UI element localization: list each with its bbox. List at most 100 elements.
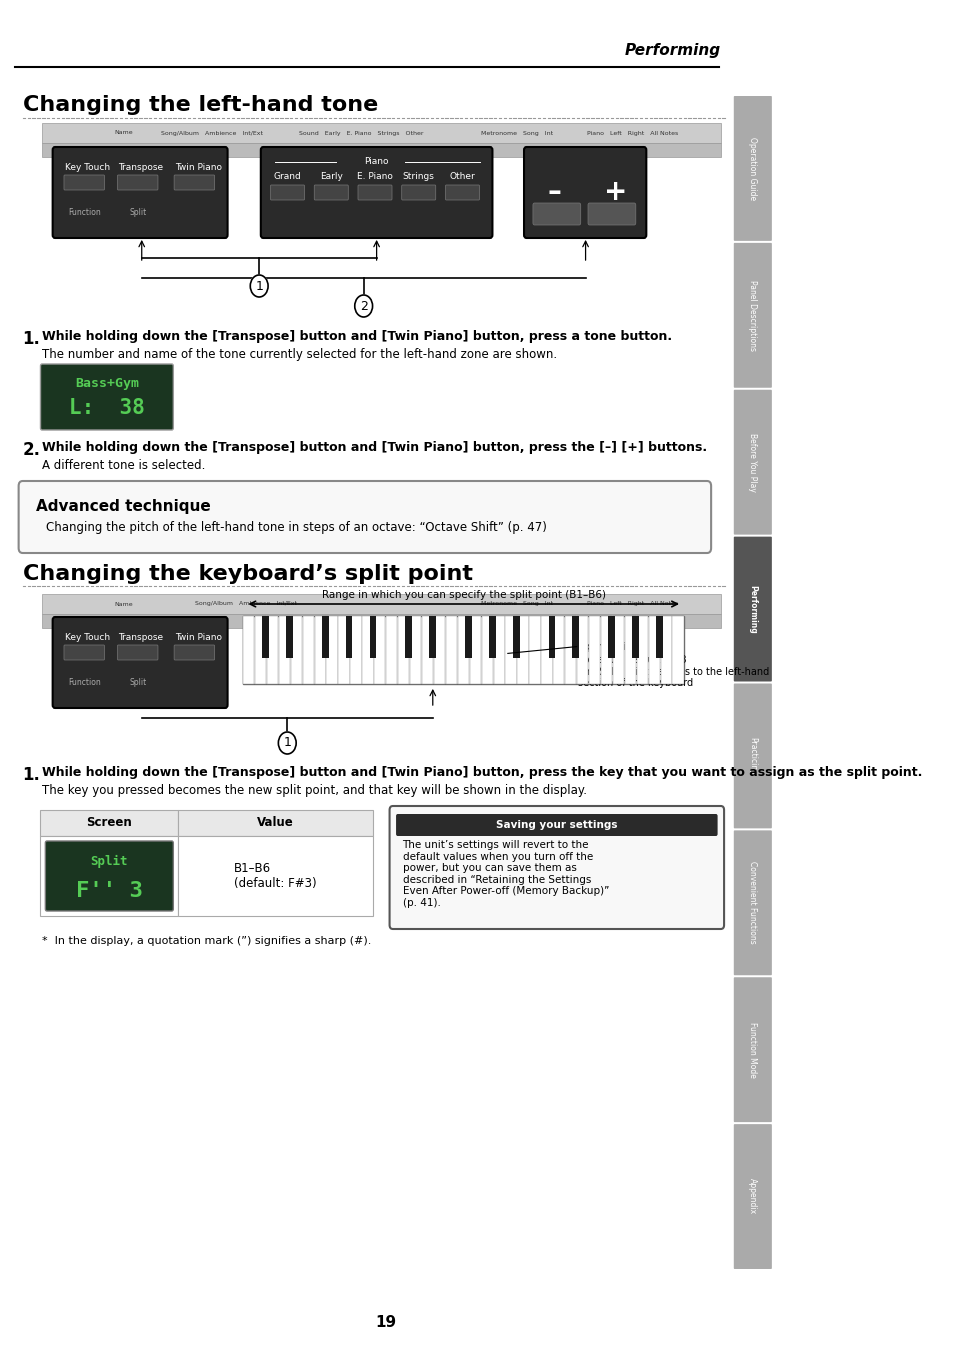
FancyBboxPatch shape bbox=[733, 96, 771, 240]
Bar bbox=[659, 616, 671, 684]
Bar bbox=[489, 616, 496, 659]
Text: –: – bbox=[547, 178, 561, 207]
Text: Range in which you can specify the split point (B1–B6): Range in which you can specify the split… bbox=[321, 590, 605, 599]
Bar bbox=[374, 616, 385, 684]
Bar bbox=[254, 616, 266, 684]
FancyBboxPatch shape bbox=[117, 176, 158, 190]
Bar bbox=[40, 836, 178, 917]
Text: The key you pressed becomes the new split point, and that key will be shown in t: The key you pressed becomes the new spli… bbox=[42, 784, 586, 796]
FancyBboxPatch shape bbox=[314, 185, 348, 200]
Bar bbox=[278, 616, 290, 684]
Text: Sound   Early   E. Piano   Strings   Other: Sound Early E. Piano Strings Other bbox=[298, 131, 423, 135]
Bar bbox=[314, 616, 326, 684]
Bar bbox=[42, 143, 720, 157]
Bar bbox=[302, 616, 314, 684]
Bar bbox=[178, 810, 373, 836]
Bar bbox=[434, 616, 445, 684]
Bar bbox=[362, 616, 374, 684]
FancyBboxPatch shape bbox=[733, 830, 771, 975]
Bar bbox=[493, 616, 504, 684]
Text: Key Touch: Key Touch bbox=[65, 163, 110, 171]
Bar bbox=[513, 616, 519, 659]
Bar bbox=[370, 616, 376, 659]
Text: Function: Function bbox=[68, 208, 100, 217]
Text: Changing the keyboard’s split point: Changing the keyboard’s split point bbox=[23, 564, 472, 585]
Text: Performing: Performing bbox=[747, 585, 757, 633]
Text: Practicing: Practicing bbox=[747, 737, 757, 775]
Bar bbox=[572, 616, 578, 659]
Text: Changing the left-hand tone: Changing the left-hand tone bbox=[23, 95, 377, 115]
FancyBboxPatch shape bbox=[445, 185, 479, 200]
Text: Other: Other bbox=[449, 171, 475, 181]
Text: Before You Play: Before You Play bbox=[747, 433, 757, 491]
Bar bbox=[529, 616, 540, 684]
Text: 1: 1 bbox=[283, 737, 291, 749]
FancyBboxPatch shape bbox=[733, 537, 771, 682]
Text: F'' 3: F'' 3 bbox=[76, 882, 143, 900]
Bar bbox=[553, 616, 564, 684]
FancyBboxPatch shape bbox=[523, 147, 645, 238]
Text: Song/Album   Ambience   Int/Ext: Song/Album Ambience Int/Ext bbox=[194, 602, 296, 606]
Bar bbox=[321, 616, 328, 659]
Text: Transpose: Transpose bbox=[118, 633, 163, 643]
Bar bbox=[656, 616, 662, 659]
Circle shape bbox=[250, 275, 268, 297]
Bar bbox=[42, 594, 720, 614]
Circle shape bbox=[355, 296, 373, 317]
Text: The Split Point belongs to the left-hand
section of the keyboard: The Split Point belongs to the left-hand… bbox=[578, 667, 769, 688]
FancyBboxPatch shape bbox=[733, 1125, 771, 1269]
Bar bbox=[338, 616, 350, 684]
Bar bbox=[648, 616, 659, 684]
Text: 1: 1 bbox=[255, 279, 263, 293]
Text: 2.: 2. bbox=[23, 441, 41, 459]
Text: The unit’s settings will revert to the
default values when you turn off the
powe: The unit’s settings will revert to the d… bbox=[402, 840, 608, 909]
Bar bbox=[262, 616, 269, 659]
Text: Piano   Left   Right   All Notes: Piano Left Right All Notes bbox=[586, 602, 678, 606]
Text: Piano: Piano bbox=[364, 158, 389, 166]
Bar bbox=[465, 616, 472, 659]
FancyBboxPatch shape bbox=[174, 176, 214, 190]
Text: Piano   Left   Right   All Notes: Piano Left Right All Notes bbox=[586, 131, 678, 135]
Text: The number and name of the tone currently selected for the left-hand zone are sh: The number and name of the tone currentl… bbox=[42, 348, 557, 360]
Bar bbox=[608, 616, 615, 659]
FancyBboxPatch shape bbox=[64, 176, 105, 190]
Text: L:  38: L: 38 bbox=[69, 398, 145, 418]
Text: Split: Split bbox=[91, 855, 128, 868]
FancyBboxPatch shape bbox=[260, 147, 492, 238]
Text: Advanced technique: Advanced technique bbox=[35, 500, 211, 514]
Bar bbox=[577, 616, 588, 684]
Bar bbox=[540, 616, 552, 684]
FancyBboxPatch shape bbox=[46, 841, 173, 911]
Text: Panel Descriptions: Panel Descriptions bbox=[747, 279, 757, 351]
Text: Song/Album   Ambience   Int/Ext: Song/Album Ambience Int/Ext bbox=[161, 131, 262, 135]
FancyBboxPatch shape bbox=[117, 645, 158, 660]
FancyBboxPatch shape bbox=[401, 185, 436, 200]
Text: Operation Guide: Operation Guide bbox=[747, 136, 757, 200]
Bar bbox=[386, 616, 397, 684]
Text: +: + bbox=[603, 178, 626, 207]
Text: While holding down the [Transpose] button and [Twin Piano] button, press a tone : While holding down the [Transpose] butto… bbox=[42, 329, 672, 343]
FancyBboxPatch shape bbox=[733, 390, 771, 535]
Text: While holding down the [Transpose] button and [Twin Piano] button, press the [–]: While holding down the [Transpose] butto… bbox=[42, 441, 706, 454]
Text: Value: Value bbox=[256, 817, 294, 829]
Text: Strings: Strings bbox=[402, 171, 435, 181]
Text: Grand: Grand bbox=[274, 171, 301, 181]
Text: While holding down the [Transpose] button and [Twin Piano] button, press the key: While holding down the [Transpose] butto… bbox=[42, 765, 922, 779]
Bar bbox=[421, 616, 433, 684]
Bar bbox=[469, 616, 480, 684]
Bar bbox=[291, 616, 302, 684]
Bar bbox=[410, 616, 421, 684]
Text: Split Point: Split Point bbox=[578, 641, 639, 652]
Bar bbox=[40, 810, 178, 836]
Circle shape bbox=[278, 732, 295, 755]
FancyBboxPatch shape bbox=[533, 202, 580, 225]
FancyBboxPatch shape bbox=[733, 977, 771, 1122]
Bar bbox=[588, 616, 599, 684]
Text: B1–B6
(default: F#3): B1–B6 (default: F#3) bbox=[233, 863, 316, 890]
Bar bbox=[178, 836, 373, 917]
Text: Screen: Screen bbox=[87, 817, 132, 829]
Bar bbox=[612, 616, 623, 684]
Text: Function: Function bbox=[68, 678, 100, 687]
Text: 2: 2 bbox=[359, 300, 367, 312]
Text: 19: 19 bbox=[375, 1315, 396, 1330]
